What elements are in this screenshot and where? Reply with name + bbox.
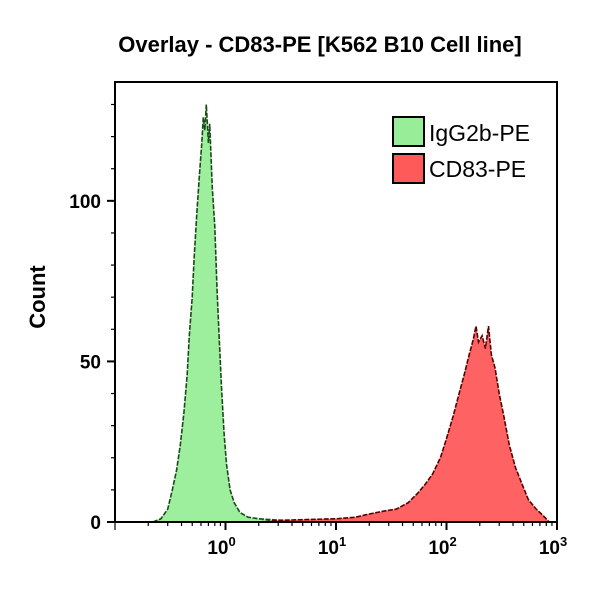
- x-tick-label: 102: [428, 534, 456, 559]
- legend-label-igg2b: IgG2b-PE: [429, 120, 530, 146]
- legend-swatch-igg2b: [392, 116, 425, 147]
- x-tick-label: 101: [318, 534, 346, 559]
- series-outline-1: [258, 325, 550, 523]
- legend-label-cd83: CD83-PE: [429, 156, 526, 182]
- y-tick-label: 100: [69, 192, 101, 213]
- y-axis-label: Count: [25, 265, 50, 329]
- legend: IgG2b-PE CD83-PE: [392, 116, 530, 184]
- ticks-layer: 0 50 100 100 101 102 103: [69, 103, 567, 559]
- series-layer: [152, 104, 550, 523]
- y-tick-label: 50: [80, 352, 101, 373]
- series-outline-0: [152, 104, 337, 523]
- x-tick-label: 103: [539, 534, 567, 559]
- series-area-1: [258, 326, 550, 522]
- x-tick-label: 100: [207, 534, 235, 559]
- chart-title: Overlay - CD83-PE [K562 B10 Cell line]: [118, 32, 522, 57]
- legend-swatch-cd83: [392, 153, 425, 184]
- y-tick-label: 0: [90, 513, 101, 534]
- series-area-0: [152, 104, 336, 522]
